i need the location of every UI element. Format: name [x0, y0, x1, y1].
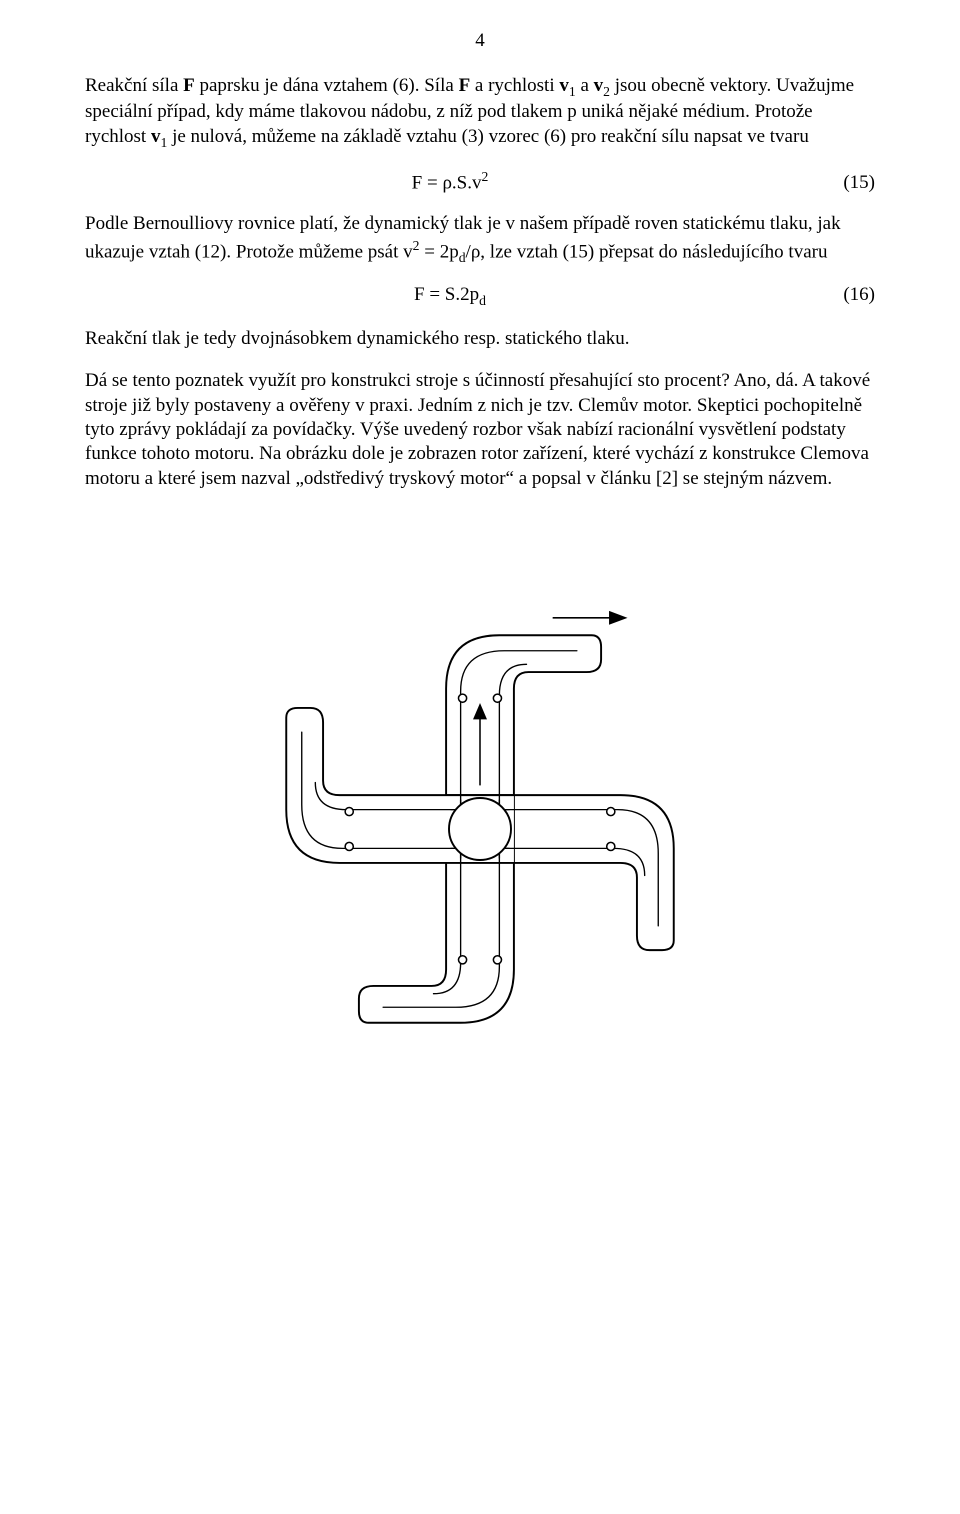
- eq-sub: d: [479, 293, 486, 308]
- paragraph-3: Reakční tlak je tedy dvojnásobkem dynami…: [85, 327, 875, 351]
- eq-text: F = S.2p: [414, 284, 479, 305]
- paragraph-2: Podle Bernoulliovy rovnice platí, že dyn…: [85, 212, 875, 266]
- equation-15: F = ρ.S.v2 (15): [85, 169, 875, 194]
- sub-1: 1: [569, 84, 576, 99]
- rotor-svg: [170, 509, 790, 1149]
- var-F: F: [459, 75, 471, 96]
- sub: d: [459, 250, 466, 265]
- paragraph-1: Reakční síla F paprsku je dána vztahem (…: [85, 74, 875, 151]
- page: 4 Reakční síla F paprsku je dána vztahem…: [0, 0, 960, 1514]
- text: paprsku je dána vztahem (6). Síla: [195, 75, 459, 96]
- text: je nulová, můžeme na základě vztahu (3) …: [167, 126, 809, 147]
- equation-16-formula: F = S.2pd: [85, 284, 815, 309]
- hub-circle: [449, 798, 511, 860]
- equation-16-number: (16): [815, 284, 875, 306]
- text: Reakční síla: [85, 75, 183, 96]
- var-F: F: [183, 75, 195, 96]
- rotor-group: [286, 635, 674, 1023]
- var-v1: v: [559, 75, 569, 96]
- equation-16: F = S.2pd (16): [85, 284, 875, 309]
- text: a: [576, 75, 594, 96]
- sub-2: 2: [603, 84, 610, 99]
- equation-15-number: (15): [815, 172, 875, 194]
- eq-exp: 2: [482, 169, 489, 184]
- text: /ρ, lze vztah (15) přepsat do následujíc…: [466, 241, 828, 262]
- text: a rychlosti: [470, 75, 559, 96]
- text: = 2p: [419, 241, 458, 262]
- eq-text: F = ρ.S.v: [412, 172, 482, 193]
- equation-15-formula: F = ρ.S.v2: [85, 169, 815, 194]
- page-number: 4: [85, 30, 875, 52]
- paragraph-4: Dá se tento poznatek využít pro konstruk…: [85, 369, 875, 491]
- rotor-figure: [85, 509, 875, 1154]
- var-v2: v: [594, 75, 604, 96]
